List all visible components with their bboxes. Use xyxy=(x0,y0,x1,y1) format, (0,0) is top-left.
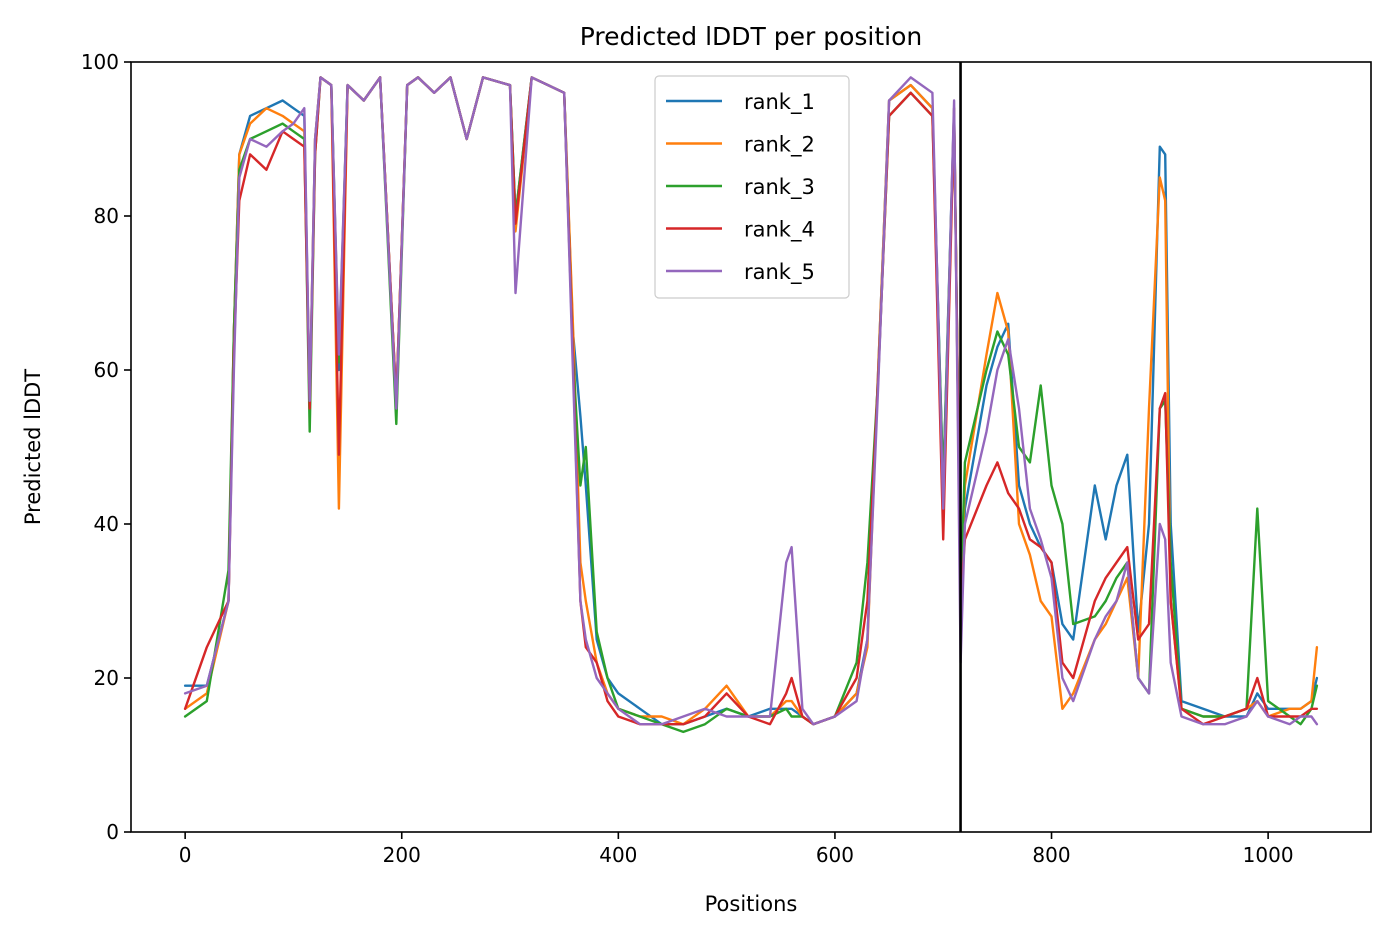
legend-label-rank_3: rank_3 xyxy=(744,175,815,200)
y-tick-label: 20 xyxy=(94,666,119,690)
y-tick-label: 80 xyxy=(94,204,119,228)
legend: rank_1 rank_2 rank_3 rank_4 rank_5 xyxy=(654,75,850,299)
y-tick-label: 100 xyxy=(81,50,119,74)
y-tick-label: 40 xyxy=(94,512,119,536)
legend-label-rank_5: rank_5 xyxy=(744,260,815,285)
series-line-rank_5 xyxy=(183,76,1319,726)
legend-label-rank_2: rank_2 xyxy=(744,133,815,158)
plot-lines xyxy=(183,76,1319,734)
x-tick-label: 200 xyxy=(383,843,421,867)
legend-box xyxy=(654,75,850,299)
x-axis-ticks: 0 200 400 600 800 1000 xyxy=(179,832,1294,867)
x-tick-label: 600 xyxy=(816,843,854,867)
y-tick-label: 60 xyxy=(94,358,119,382)
legend-label-rank_1: rank_1 xyxy=(744,90,815,115)
x-tick-label: 400 xyxy=(599,843,637,867)
plot-frame xyxy=(130,61,1372,833)
legend-label-rank_4: rank_4 xyxy=(744,218,815,243)
x-tick-label: 1000 xyxy=(1243,843,1294,867)
y-axis-ticks: 0 20 40 60 80 100 xyxy=(81,50,131,844)
x-tick-label: 0 xyxy=(179,843,192,867)
chart-title: Predicted lDDT per position xyxy=(580,22,922,51)
y-axis-label: Predicted lDDT xyxy=(21,369,45,525)
y-tick-label: 0 xyxy=(106,820,119,844)
x-axis-label: Positions xyxy=(705,892,798,916)
series-line-rank_4 xyxy=(183,76,1319,726)
x-tick-label: 800 xyxy=(1032,843,1070,867)
